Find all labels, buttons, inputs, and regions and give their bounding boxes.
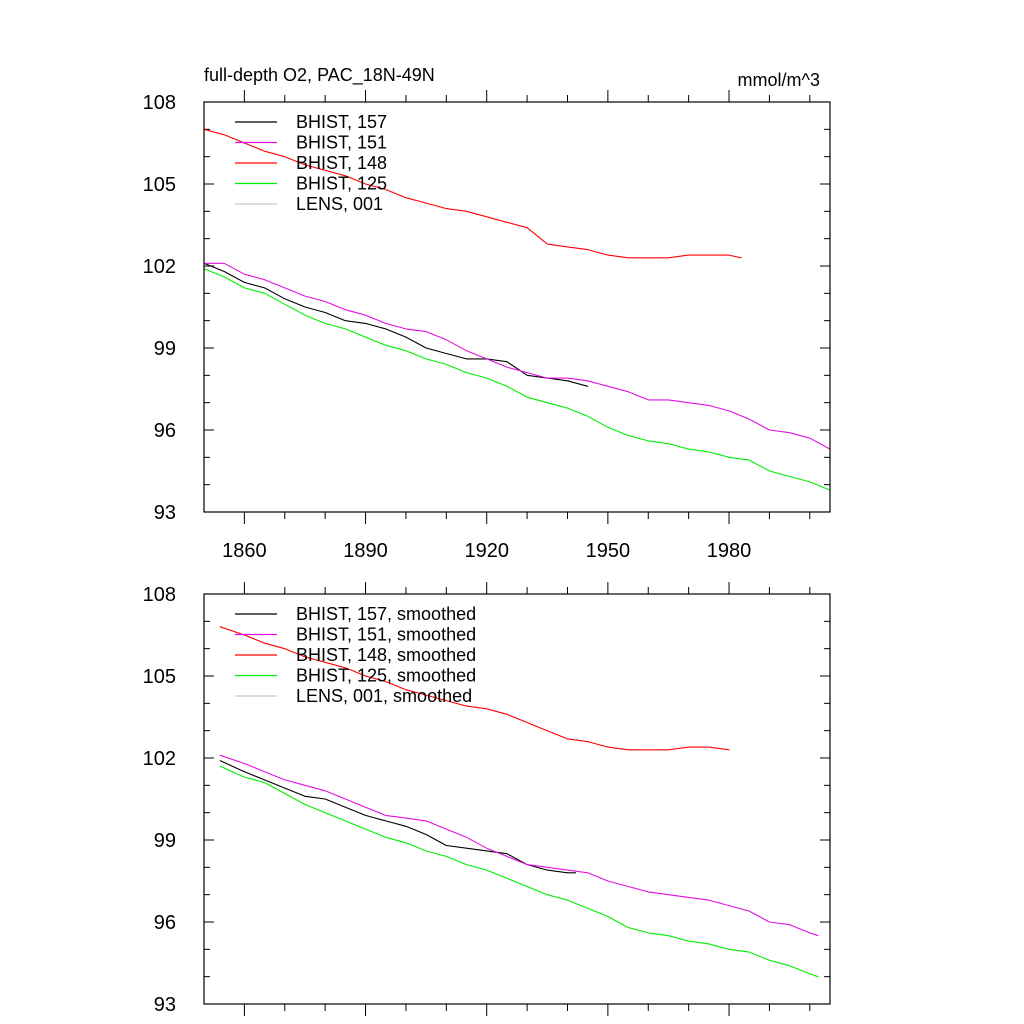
bottom-series-line-3 (219, 765, 819, 978)
y-tick-label: 99 (154, 338, 176, 360)
bottom-legend-label-3: BHIST, 125, smoothed (296, 666, 476, 686)
top-legend-label-4: LENS, 001 (296, 194, 383, 214)
top-panel-series (203, 128, 831, 491)
bottom-panel-series (219, 626, 819, 978)
bottom-series-line-1 (219, 754, 819, 937)
top-series-line-2 (203, 128, 742, 259)
y-tick-label: 96 (154, 420, 176, 442)
bottom-legend-label-1: BHIST, 151, smoothed (296, 625, 476, 645)
top-series-line-1 (203, 262, 831, 450)
y-tick-label: 108 (143, 584, 176, 606)
x-tick-label: 1920 (464, 540, 509, 562)
y-tick-label: 105 (143, 174, 176, 196)
y-tick-label: 99 (154, 830, 176, 852)
top-legend-label-1: BHIST, 151 (296, 133, 387, 153)
y-tick-label: 102 (143, 748, 176, 770)
x-tick-label: 1980 (707, 540, 752, 562)
bottom-legend-label-0: BHIST, 157, smoothed (296, 604, 476, 624)
top-panel-title: full-depth O2, PAC_18N-49N (204, 65, 435, 86)
top-series-line-0 (203, 262, 589, 387)
bottom-legend-label-4: LENS, 001, smoothed (296, 686, 472, 706)
bottom-panel-ticks: 93 96 99 102 105 108 (143, 582, 830, 1016)
bottom-series-line-2 (219, 626, 730, 751)
bottom-legend-label-2: BHIST, 148, smoothed (296, 645, 476, 665)
x-tick-label: 1890 (343, 540, 388, 562)
y-tick-label: 96 (154, 912, 176, 934)
top-legend-label-0: BHIST, 157 (296, 112, 387, 132)
top-panel-units: mmol/m^3 (738, 70, 820, 90)
top-legend-label-3: BHIST, 125 (296, 174, 387, 194)
y-tick-label: 105 (143, 666, 176, 688)
x-tick-label: 1860 (222, 540, 267, 562)
top-legend-label-2: BHIST, 148 (296, 153, 387, 173)
y-tick-label: 93 (154, 994, 176, 1016)
top-panel-ticks: 93 96 99 102 105 108 1860 1890 1920 1950 1980 (143, 90, 830, 562)
y-tick-label: 102 (143, 256, 176, 278)
top-series-line-3 (203, 268, 831, 491)
top-panel-frame (203, 101, 831, 513)
top-panel: full-depth O2, PAC_18N-49N mmol/m^3 93 96… (143, 65, 831, 562)
y-tick-label: 93 (154, 502, 176, 524)
bottom-panel-frame (203, 593, 831, 1005)
y-tick-label: 108 (143, 92, 176, 114)
x-tick-label: 1950 (586, 540, 631, 562)
